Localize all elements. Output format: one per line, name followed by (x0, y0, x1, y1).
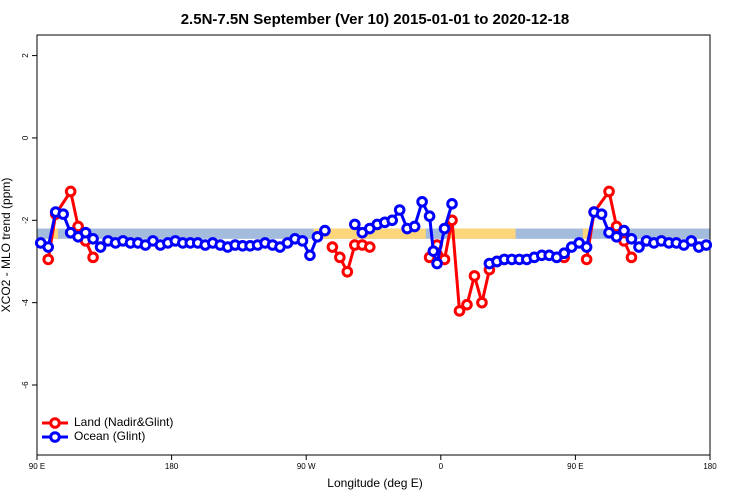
data-point (476, 296, 488, 309)
land-band (448, 228, 516, 239)
data-point (363, 241, 376, 253)
data-point (408, 220, 421, 233)
data-point (558, 247, 570, 260)
y-axis-label: XCO2 - MLO trend (ppm) (0, 178, 13, 313)
data-point (94, 241, 107, 253)
data-point (685, 235, 698, 247)
data-point (296, 235, 309, 247)
legend-label: Ocean (Glint) (74, 429, 145, 443)
legend-label: Land (Nadir&Glint) (74, 415, 173, 429)
data-point (79, 226, 92, 239)
data-point (72, 220, 84, 233)
data-point (64, 185, 77, 198)
data-point (326, 241, 339, 253)
data-point (57, 208, 69, 220)
data-point (610, 230, 623, 243)
x-axis-label: Longitude (deg E) (327, 476, 422, 490)
data-point (423, 210, 436, 222)
y-tick-label: 0 (21, 135, 30, 140)
chart-title: 2.5N-7.5N September (Ver 10) 2015-01-01 … (181, 11, 570, 28)
x-tick-label: 90 E (567, 462, 583, 471)
y-tick-label: 2 (21, 53, 30, 58)
land-band (582, 228, 591, 239)
series-line (46, 189, 95, 260)
data-point (393, 204, 406, 216)
y-tick-label: -4 (21, 299, 30, 307)
data-point (633, 241, 645, 253)
y-tick-label: -6 (21, 381, 30, 389)
data-point (311, 230, 324, 243)
y-tick-label: -2 (21, 216, 30, 224)
x-tick-label: 180 (703, 462, 717, 471)
data-point (42, 241, 55, 253)
data-point (386, 214, 398, 227)
data-point (580, 241, 593, 253)
data-point (416, 195, 428, 208)
data-point (453, 305, 466, 317)
data-point (87, 233, 99, 245)
data-point (431, 257, 443, 270)
data-point (319, 224, 331, 237)
data-point (341, 265, 354, 278)
data-point (468, 270, 481, 282)
data-point (42, 253, 55, 266)
data-point (334, 251, 346, 264)
x-tick-label: 90 W (297, 462, 316, 471)
legend-marker (49, 417, 61, 429)
data-point (595, 208, 608, 220)
data-point (580, 253, 593, 266)
data-point (603, 185, 615, 198)
x-tick-label: 0 (439, 462, 444, 471)
land-band (51, 228, 58, 239)
data-point (87, 251, 99, 264)
x-tick-label: 180 (165, 462, 179, 471)
data-point (625, 233, 638, 245)
data-point (349, 218, 361, 231)
legend-marker (49, 431, 61, 443)
data-point (427, 245, 440, 257)
data-point (618, 224, 630, 237)
data-point (446, 198, 458, 210)
data-point (700, 239, 713, 251)
data-point (438, 222, 451, 235)
data-point (625, 251, 638, 264)
data-point (304, 249, 316, 262)
data-point (461, 298, 473, 311)
x-tick-label: 90 E (29, 462, 45, 471)
